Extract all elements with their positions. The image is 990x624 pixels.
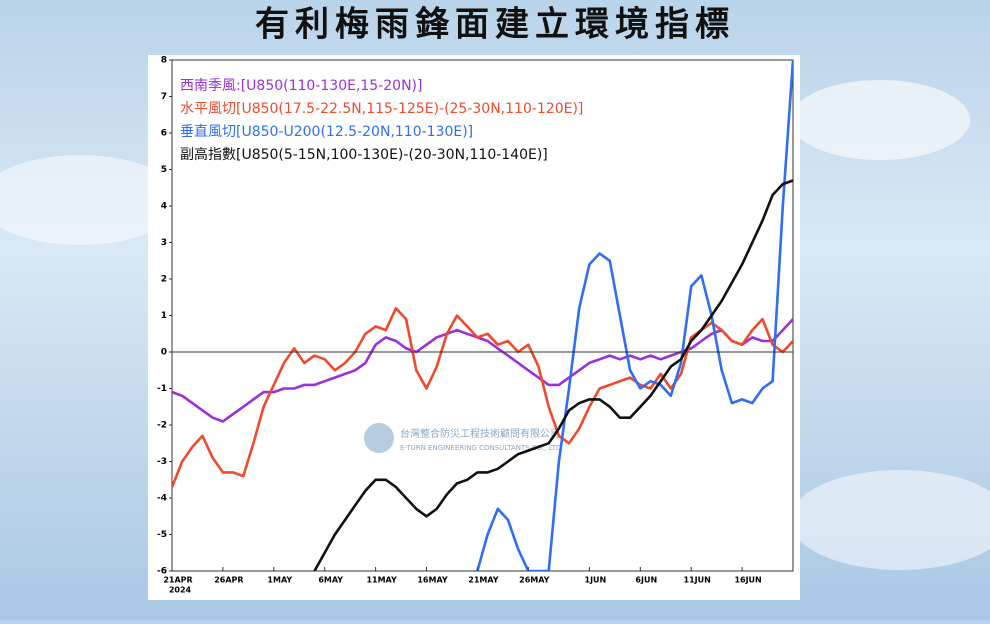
cloud (790, 470, 990, 570)
legend-entry: 西南季風:[U850(110-130E,15-20N)] (180, 78, 422, 94)
x-tick-label: 11MAY (366, 576, 397, 585)
y-tick-label: 8 (161, 56, 167, 66)
watermark-en: E-TURN ENGINEERING CONSULTANTS CO., LTD (400, 444, 561, 452)
chart-title: 有利梅雨鋒面建立環境指標 (255, 5, 735, 45)
y-tick-label: 6 (161, 129, 167, 139)
y-tick-label: 0 (161, 348, 167, 358)
series-line (476, 60, 793, 571)
y-tick-label: -4 (157, 494, 167, 504)
y-tick-label: 3 (161, 238, 167, 248)
legend-entry: 水平風切[U850(17.5-22.5N,115-125E)-(25-30N,1… (180, 101, 583, 117)
y-tick-label: -1 (157, 384, 167, 394)
series-line (172, 318, 793, 423)
x-tick-label: 26MAY (519, 576, 550, 585)
y-tick-label: 1 (161, 311, 167, 321)
y-tick-label: 4 (161, 202, 167, 212)
plot-area (172, 60, 793, 571)
x-tick-label: 1MAY (267, 576, 292, 585)
y-tick-label: 7 (161, 92, 167, 102)
x-tick-label: 1JUN (585, 576, 607, 585)
y-tick-label: 2 (161, 275, 167, 285)
y-tick-label: -5 (157, 530, 167, 540)
x-tick-label: 11JUN (684, 576, 711, 585)
series-line (313, 179, 793, 571)
x-tick-label: 6JUN (635, 576, 657, 585)
x-year-label: 2024 (169, 586, 192, 595)
chart-panel (148, 55, 800, 600)
y-tick-label: -2 (157, 421, 167, 431)
y-tick-label: -6 (157, 567, 167, 577)
x-tick-label: 16MAY (417, 576, 448, 585)
watermark-logo (364, 423, 394, 453)
x-tick-label: 21APR (163, 576, 192, 585)
cloud (790, 80, 970, 160)
y-tick-label: -3 (157, 457, 167, 467)
watermark: 台灣整合防災工程技術顧問有限公司 (400, 427, 560, 440)
y-tick-label: 5 (161, 165, 167, 175)
x-tick-label: 6MAY (318, 576, 343, 585)
legend-entry: 垂直風切[U850-U200(12.5-20N,110-130E)] (180, 123, 473, 140)
x-tick-label: 21MAY (468, 576, 499, 585)
x-tick-label: 16JUN (734, 576, 761, 585)
x-tick-label: 26APR (214, 576, 243, 585)
legend-entry: 副高指數[U850(5-15N,100-130E)-(20-30N,110-14… (180, 146, 548, 163)
cloud (0, 155, 180, 245)
